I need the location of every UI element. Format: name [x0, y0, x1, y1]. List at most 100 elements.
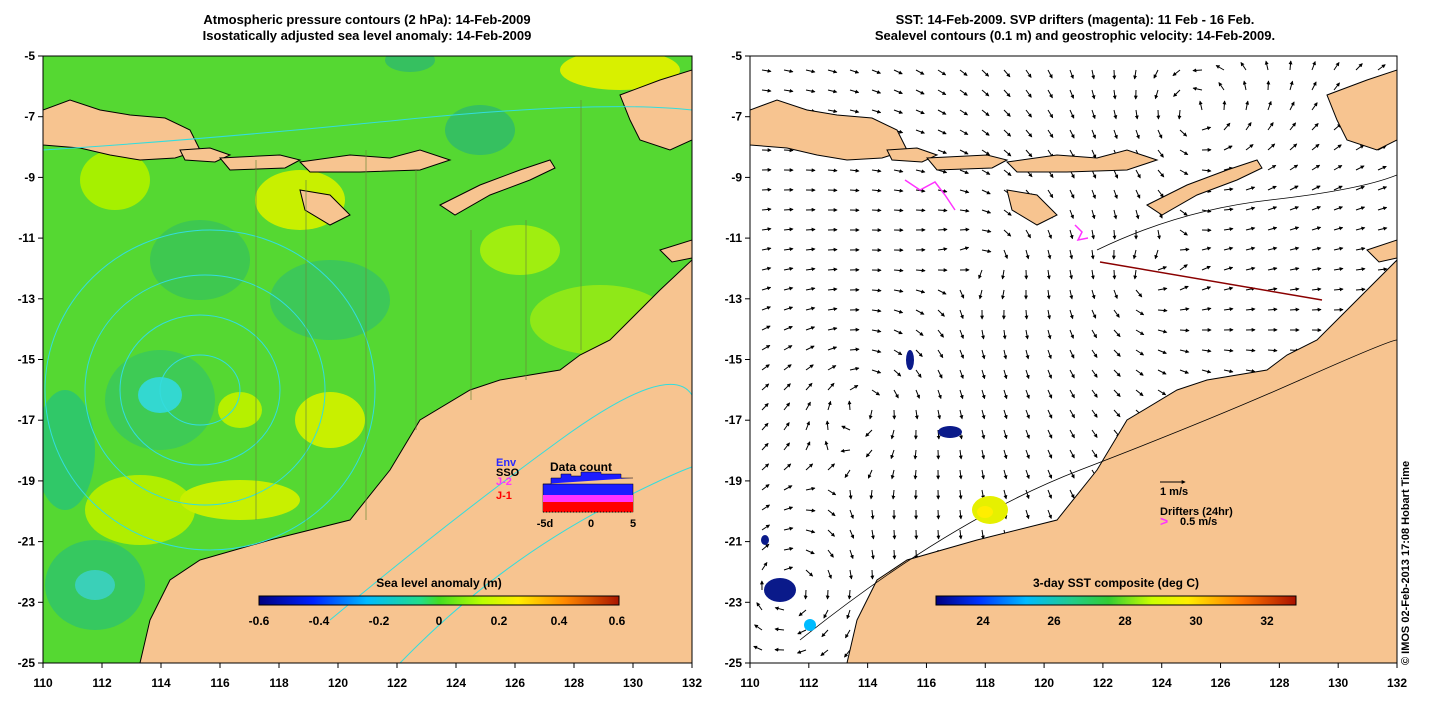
velocity-arrow	[1091, 289, 1096, 300]
sst-tick: 32	[1260, 614, 1274, 628]
left-x-tick-label: 116	[210, 676, 230, 690]
velocity-arrow	[805, 69, 816, 74]
sla-tick: 0.4	[551, 614, 568, 628]
velocity-arrow	[958, 509, 963, 520]
velocity-arrow	[1069, 369, 1075, 379]
velocity-arrow	[783, 69, 794, 74]
velocity-arrow	[1223, 145, 1233, 151]
velocity-arrow	[1288, 60, 1293, 71]
velocity-arrow	[1201, 168, 1212, 173]
velocity-arrow	[1311, 267, 1322, 271]
velocity-arrow	[1112, 89, 1117, 100]
left-y-tick-label: -23	[18, 595, 36, 609]
right-land	[750, 69, 1397, 663]
sla-colorbar-title: Sea level anomaly (m)	[376, 576, 501, 590]
velocity-arrow	[1001, 289, 1005, 300]
velocity-arrow	[890, 429, 895, 440]
velocity-arrow	[1245, 246, 1256, 251]
left-x-tick-label: 126	[505, 676, 525, 690]
tanimbar-land	[619, 69, 692, 151]
velocity-arrow	[1333, 246, 1344, 251]
velocity-arrow	[1069, 289, 1074, 300]
imos-credit: © IMOS 02-Feb-2013 17:08 Hobart Time	[1400, 460, 1412, 665]
velocity-arrow	[937, 149, 948, 154]
velocity-arrow	[1289, 206, 1300, 211]
arnhem-land	[659, 239, 692, 263]
sst-patches	[761, 350, 1008, 631]
velocity-arrow	[1135, 209, 1140, 220]
velocity-arrow	[1091, 449, 1098, 459]
velocity-arrow	[915, 208, 926, 213]
velocity-arrow	[1156, 109, 1161, 120]
velocity-arrow	[1173, 89, 1181, 97]
velocity-arrow	[803, 589, 808, 600]
velocity-arrow	[1311, 307, 1322, 312]
velocity-arrow	[1135, 389, 1144, 397]
velocity-arrow	[1025, 69, 1032, 78]
velocity-arrow	[1311, 102, 1318, 111]
velocity-arrow	[937, 349, 944, 359]
velocity-arrow	[1267, 206, 1278, 211]
sla-colorbar	[258, 595, 620, 606]
velocity-arrow	[774, 627, 785, 632]
velocity-arrow	[1223, 266, 1234, 271]
velocity-arrow	[1135, 129, 1140, 140]
velocity-arrow	[1047, 509, 1052, 520]
velocity-arrow	[821, 629, 829, 638]
velocity-arrow	[783, 402, 791, 411]
velocity-arrow	[1267, 185, 1277, 191]
velocity-arrow	[849, 384, 859, 391]
velocity-arrow	[870, 569, 875, 580]
velocity-arrow	[870, 509, 875, 520]
right-x-tick-label: 114	[858, 676, 878, 690]
velocity-arrow	[756, 602, 763, 611]
velocity-arrow	[1289, 307, 1300, 312]
velocity-arrow	[805, 382, 813, 391]
velocity-arrow	[1003, 389, 1008, 400]
velocity-arrow	[1047, 229, 1052, 240]
velocity-arrow	[1025, 409, 1030, 420]
velocity-arrow	[1047, 489, 1052, 499]
velocity-arrow	[849, 188, 860, 193]
velocity-arrow	[1025, 509, 1030, 520]
velocity-arrow	[783, 286, 794, 291]
velocity-arrow	[1223, 122, 1231, 131]
velocity-arrow	[871, 389, 881, 396]
velocity-arrow	[1223, 227, 1234, 232]
velocity-arrow	[1091, 329, 1098, 339]
tanimbar-land	[1326, 69, 1397, 151]
velocity-arrow	[937, 169, 948, 174]
velocity-arrow	[893, 69, 903, 75]
velocity-arrow	[915, 349, 923, 357]
velocity-arrow	[959, 369, 964, 380]
velocity-arrow	[1333, 61, 1340, 71]
velocity-arrow	[1135, 329, 1145, 336]
pressure-contours	[43, 106, 692, 663]
sla-tick: 0.2	[491, 614, 508, 628]
velocity-arrow	[1215, 65, 1225, 71]
velocity-arrow	[849, 529, 855, 539]
velocity-arrow	[783, 148, 794, 153]
left-x-tick-label: 112	[92, 676, 112, 690]
velocity-arrow	[761, 484, 770, 491]
velocity-arrow	[1311, 226, 1322, 231]
velocity-arrow	[1047, 449, 1053, 459]
sealevel-contours	[799, 174, 1397, 641]
right-y-tick-label: -5	[731, 49, 742, 63]
velocity-arrow	[840, 448, 851, 453]
velocity-arrow	[892, 549, 897, 560]
velocity-arrow	[1069, 329, 1074, 339]
velocity-arrow	[827, 365, 837, 371]
velocity-arrow	[1046, 289, 1051, 300]
velocity-arrow	[827, 463, 835, 471]
velocity-arrow	[981, 249, 992, 254]
velocity-arrow	[1047, 309, 1052, 320]
velocity-arrow	[1135, 369, 1144, 376]
velocity-arrow	[1201, 348, 1212, 353]
velocity-arrow	[783, 566, 794, 571]
velocity-arrow	[1069, 89, 1075, 99]
velocity-arrow	[913, 469, 918, 480]
velocity-arrow	[783, 506, 794, 511]
velocity-arrow	[959, 169, 969, 174]
velocity-arrow	[1091, 389, 1098, 398]
